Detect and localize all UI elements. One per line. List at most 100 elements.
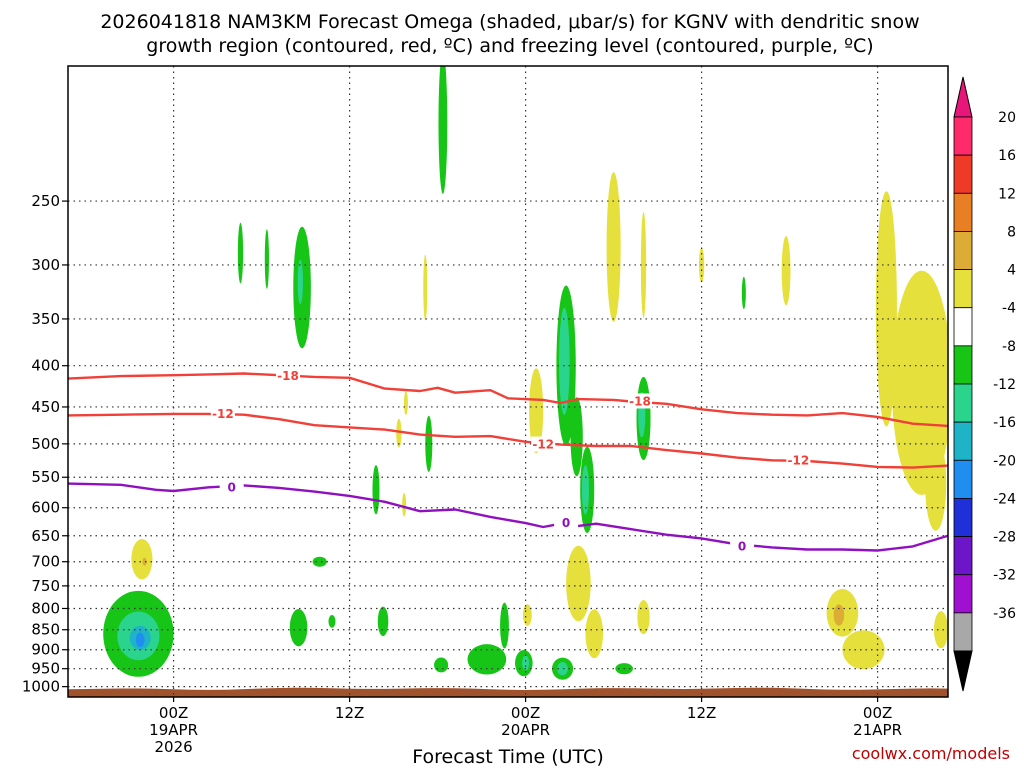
- x-tick-label-40-0: 00Z: [863, 704, 892, 722]
- contour-label-dgz-minus18-1: -18: [629, 394, 651, 408]
- omega-region-11: [289, 608, 308, 647]
- colorbar-label-8: -16: [993, 415, 1016, 431]
- y-tick-label-750: 750: [31, 577, 60, 595]
- colorbar-segment-7: [953, 383, 973, 423]
- omega-region-47: [833, 604, 845, 626]
- colorbar-segment-12: [953, 574, 973, 614]
- colorbar-segment-5: [953, 307, 973, 347]
- chart-title-line2: growth region (contoured, red, ºC) and f…: [146, 35, 873, 57]
- colorbar-label-12: -32: [993, 568, 1016, 584]
- contour-label-bg-dgz-minus12-1: [531, 436, 556, 452]
- omega-shading: [103, 66, 948, 680]
- contour-label-bg-dgz-minus18-1: [628, 393, 652, 409]
- contour-dgz-minus18: [68, 372, 948, 428]
- y-tick-label-700: 700: [31, 553, 60, 571]
- x-tick-label-20-0: 00Z: [511, 704, 540, 722]
- omega-region-39: [640, 212, 647, 318]
- contour-label-freezing-level-2: 0: [738, 539, 746, 553]
- contour-label-dgz-minus12-1: -12: [532, 438, 554, 452]
- omega-region-23: [500, 602, 509, 649]
- contour-dgz-minus12: [68, 412, 948, 469]
- contour-label-dgz-minus12-0: -12: [212, 407, 234, 421]
- x-tick-label-10-0: 12Z: [335, 704, 364, 722]
- omega-region-10: [312, 556, 327, 567]
- omega-region-19: [423, 254, 428, 321]
- omega-region-44: [741, 276, 746, 310]
- y-tick-label-450: 450: [31, 398, 60, 416]
- contour-label-bg-dgz-minus18-0: [276, 368, 300, 384]
- omega-region-36: [557, 662, 568, 676]
- x-axis-label: Forecast Time (UTC): [412, 746, 603, 768]
- chart-title-line1: 2026041818 NAM3KM Forecast Omega (shaded…: [100, 11, 919, 33]
- colorbar-label-3: 8: [1007, 224, 1016, 240]
- contour-label-freezing-level-1: 0: [562, 516, 570, 530]
- omega-region-45: [781, 236, 791, 306]
- y-tick-label-350: 350: [31, 310, 60, 328]
- omega-region-18: [425, 415, 433, 472]
- y-tick-label-600: 600: [31, 499, 60, 517]
- omega-region-14: [372, 465, 380, 515]
- omega-region-52: [933, 611, 948, 649]
- plot-frame: [67, 65, 949, 698]
- colorbar-label-2: 12: [998, 186, 1016, 202]
- y-tick-label-950: 950: [31, 660, 60, 678]
- omega-region-3: [135, 632, 145, 648]
- omega-region-9: [297, 259, 303, 305]
- omega-region-51: [925, 436, 947, 531]
- contour-freezing-level: [68, 482, 948, 552]
- y-tick-label-300: 300: [31, 256, 60, 274]
- colorbar-label-9: -20: [993, 453, 1016, 469]
- x-tick-label-0-0: 00Z: [159, 704, 188, 722]
- y-tick-label-550: 550: [31, 468, 60, 486]
- omega-region-20: [438, 66, 448, 194]
- contour-label-bg-freezing-level-0: [219, 479, 244, 495]
- omega-region-49: [875, 191, 897, 427]
- contour-label-freezing-level-0: 0: [228, 480, 236, 494]
- omega-region-13: [377, 606, 389, 637]
- omega-region-30: [570, 397, 583, 477]
- colorbar-segment-11: [953, 536, 973, 576]
- omega-region-38: [606, 172, 621, 322]
- omega-region-27: [529, 368, 544, 454]
- omega-region-42: [637, 600, 650, 635]
- colorbar-segment-3: [953, 231, 973, 270]
- omega-region-34: [585, 609, 604, 659]
- x-tick-label-40-1: 21APR: [853, 721, 902, 739]
- omega-region-4: [131, 539, 153, 580]
- colorbar-segment-13: [953, 612, 973, 652]
- y-tick-label-500: 500: [31, 435, 60, 453]
- colorbar-segment-6: [953, 345, 973, 385]
- x-tick-label-0-1: 19APR: [149, 721, 198, 739]
- omega-region-15: [396, 418, 402, 448]
- omega-region-33: [566, 545, 591, 622]
- omega-region-12: [328, 615, 336, 628]
- omega-region-48: [842, 630, 885, 670]
- y-tick-label-650: 650: [31, 527, 60, 545]
- y-axis: 250 300 350 400 450 500 550 600 650 700 750 800 850 9…: [22, 192, 68, 696]
- omega-region-17: [402, 493, 407, 517]
- x-tick-label-20-1: 20APR: [501, 721, 550, 739]
- terrain: [68, 687, 948, 697]
- contour-label-bg-freezing-level-1: [554, 515, 579, 531]
- colorbar-segment-9: [953, 459, 973, 499]
- contour-label-bg-dgz-minus12-0: [210, 405, 235, 421]
- colorbar-label-7: -12: [993, 377, 1016, 393]
- colorbar-label-10: -24: [993, 491, 1016, 507]
- colorbar-top-arrow: [953, 76, 973, 118]
- contour-label-dgz-minus18-0: -18: [277, 369, 299, 383]
- omega-region-5: [142, 557, 147, 566]
- colorbar-segment-10: [953, 498, 973, 537]
- omega-region-6: [237, 222, 244, 284]
- colorbar-label-6: -8: [1002, 339, 1016, 355]
- omega-region-16: [403, 391, 408, 415]
- colorbar-segment-2: [953, 192, 973, 232]
- contours: -18 -18 -12 -12 -12 0 0 0: [68, 368, 948, 554]
- colorbar-segment-1: [953, 154, 973, 194]
- colorbar-bottom-arrow: [953, 650, 973, 692]
- omega-region-26: [522, 604, 532, 626]
- colorbar-segment-8: [953, 421, 973, 461]
- contour-label-bg-dgz-minus12-2: [786, 452, 811, 468]
- colorbar-label-5: -4: [1002, 301, 1016, 317]
